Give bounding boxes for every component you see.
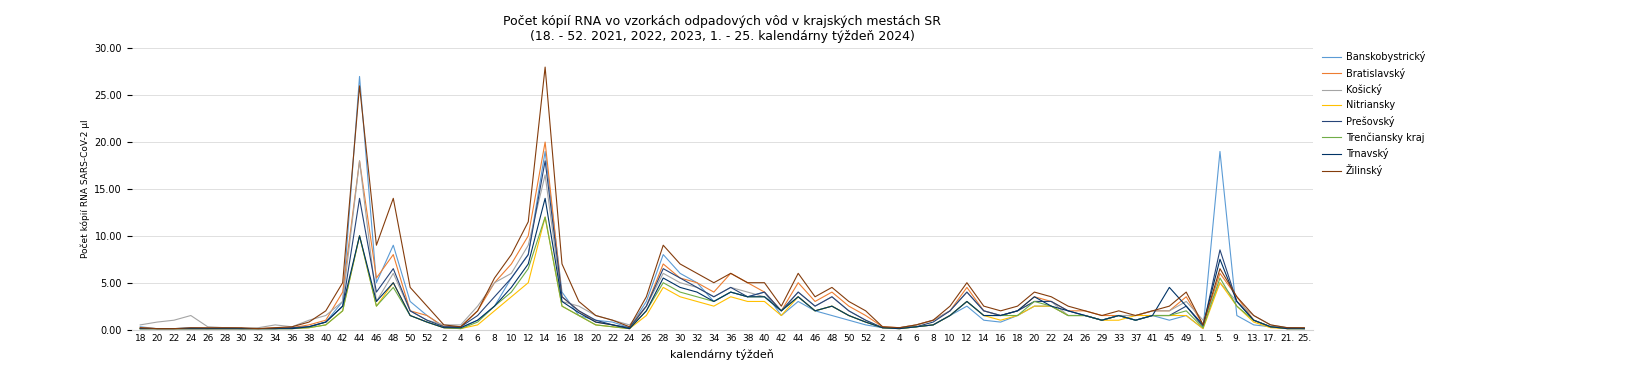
Nitriansky: [400, 313, 420, 318]
Trenčiansky kraj: [1126, 318, 1145, 322]
Trnavský: [400, 313, 420, 318]
Trnavský: [535, 196, 555, 201]
Košický: [653, 271, 673, 276]
Prešovský: [1295, 326, 1314, 331]
Bratislavský: [1295, 326, 1314, 330]
Nitriansky: [1126, 313, 1145, 318]
Žilinský: [1295, 326, 1314, 330]
Košický: [130, 322, 149, 327]
Title: Počet kópií RNA vo vzorkách odpadových vôd v krajských mestách SR
(18. - 52. 202: Počet kópií RNA vo vzorkách odpadových v…: [504, 15, 942, 43]
Trenčiansky kraj: [788, 294, 807, 299]
Košický: [299, 318, 318, 322]
Trnavský: [484, 304, 504, 308]
Košický: [806, 304, 825, 308]
Nitriansky: [1142, 313, 1162, 318]
Trenčiansky kraj: [130, 326, 149, 331]
Košický: [1295, 326, 1314, 330]
Nitriansky: [282, 326, 302, 331]
Žilinský: [148, 326, 167, 331]
Banskobystrický: [653, 252, 673, 257]
Banskobystrický: [1160, 318, 1180, 322]
Košický: [1160, 309, 1180, 313]
Bratislavský: [417, 313, 437, 318]
Žilinský: [1160, 304, 1180, 308]
Bratislavský: [535, 140, 555, 144]
Banskobystrický: [148, 326, 167, 331]
Nitriansky: [1295, 326, 1314, 331]
Banskobystrický: [130, 324, 149, 329]
Košický: [231, 326, 251, 331]
Nitriansky: [484, 309, 504, 313]
Banskobystrický: [299, 324, 318, 329]
Trenčiansky kraj: [535, 215, 555, 219]
Trenčiansky kraj: [484, 304, 504, 308]
Nitriansky: [535, 215, 555, 219]
Nitriansky: [788, 294, 807, 299]
Nitriansky: [130, 326, 149, 331]
Line: Trenčiansky kraj: Trenčiansky kraj: [139, 217, 1305, 328]
Line: Trnavský: Trnavský: [139, 198, 1305, 328]
Line: Banskobystrický: Banskobystrický: [139, 76, 1305, 328]
Bratislavský: [299, 322, 318, 327]
Banskobystrický: [519, 252, 538, 257]
Bratislavský: [148, 326, 167, 331]
Žilinský: [130, 326, 149, 330]
Bratislavský: [1160, 309, 1180, 313]
Žilinský: [653, 243, 673, 248]
Banskobystrický: [350, 74, 369, 79]
Košický: [350, 159, 369, 163]
Line: Bratislavský: Bratislavský: [139, 142, 1305, 328]
Prešovský: [130, 326, 149, 331]
Košický: [519, 243, 538, 248]
Banskobystrický: [806, 309, 825, 313]
Košický: [435, 322, 455, 327]
Line: Prešovský: Prešovský: [139, 161, 1305, 328]
Bratislavský: [806, 299, 825, 304]
Trenčiansky kraj: [282, 326, 302, 331]
Bratislavský: [653, 262, 673, 266]
X-axis label: kalendárny týždeň: kalendárny týždeň: [670, 349, 775, 360]
Bratislavský: [502, 262, 522, 266]
Line: Žilinský: Žilinský: [139, 67, 1305, 328]
Žilinský: [502, 252, 522, 257]
Prešovský: [400, 309, 420, 313]
Trnavský: [282, 326, 302, 331]
Prešovský: [788, 290, 807, 294]
Trnavský: [1142, 313, 1162, 318]
Legend: Banskobystrický, Bratislavský, Košický, Nitriansky, Prešovský, Trenčiansky kraj,: Banskobystrický, Bratislavský, Košický, …: [1318, 48, 1429, 180]
Trnavský: [130, 326, 149, 331]
Prešovský: [484, 294, 504, 299]
Prešovský: [535, 159, 555, 163]
Trenčiansky kraj: [1295, 326, 1314, 331]
Bratislavský: [130, 326, 149, 330]
Y-axis label: Počet kópií RNA SARS-CoV-2 µl: Počet kópií RNA SARS-CoV-2 µl: [80, 120, 90, 258]
Prešovský: [1126, 318, 1145, 322]
Žilinský: [417, 304, 437, 308]
Žilinský: [535, 65, 555, 69]
Trnavský: [1126, 318, 1145, 322]
Trnavský: [788, 294, 807, 299]
Line: Nitriansky: Nitriansky: [139, 217, 1305, 328]
Line: Košický: Košický: [139, 161, 1305, 328]
Banskobystrický: [1295, 326, 1314, 331]
Prešovský: [1142, 313, 1162, 318]
Banskobystrický: [435, 324, 455, 329]
Trnavský: [1295, 326, 1314, 331]
Trenčiansky kraj: [1142, 313, 1162, 318]
Trenčiansky kraj: [400, 313, 420, 318]
Žilinský: [299, 320, 318, 324]
Prešovský: [282, 326, 302, 330]
Žilinský: [806, 294, 825, 299]
